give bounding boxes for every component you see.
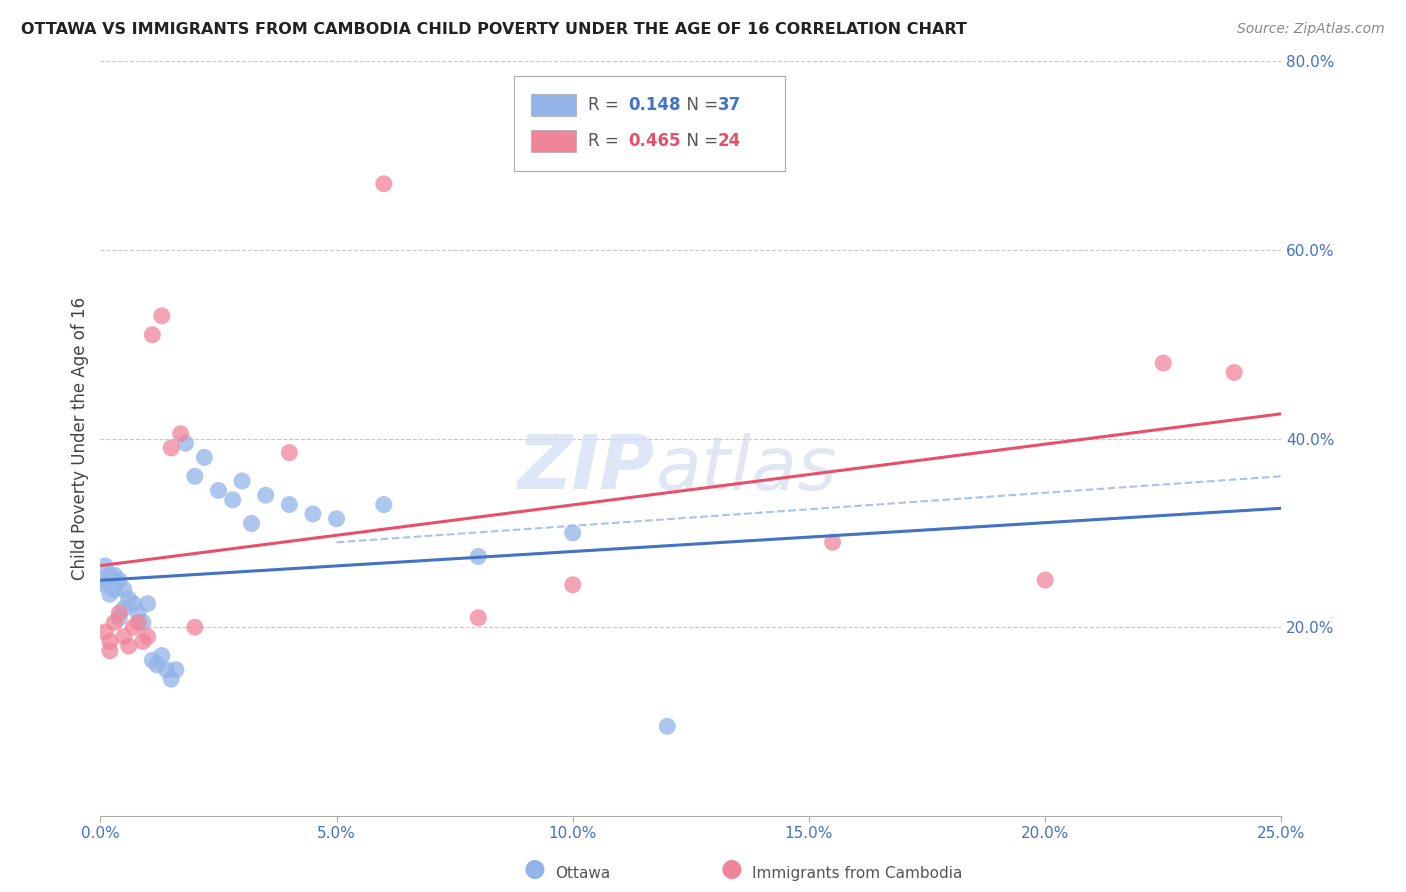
Point <box>94 578 117 592</box>
Bar <box>531 94 576 116</box>
Point <box>112 630 135 644</box>
Text: atlas: atlas <box>655 433 837 505</box>
Point <box>94 624 117 639</box>
Point <box>1223 366 1246 380</box>
Point <box>561 578 583 592</box>
Point <box>89 573 111 587</box>
Point <box>821 535 844 549</box>
Text: N =: N = <box>675 96 723 114</box>
Point <box>94 558 117 573</box>
Point <box>278 498 301 512</box>
Text: OTTAWA VS IMMIGRANTS FROM CAMBODIA CHILD POVERTY UNDER THE AGE OF 16 CORRELATION: OTTAWA VS IMMIGRANTS FROM CAMBODIA CHILD… <box>21 22 967 37</box>
Point <box>254 488 277 502</box>
Text: R =: R = <box>588 96 624 114</box>
Point <box>373 177 395 191</box>
Point <box>118 639 141 653</box>
Point <box>136 597 159 611</box>
Point <box>467 549 489 564</box>
Point <box>561 525 583 540</box>
Point <box>141 327 163 342</box>
Point <box>112 582 135 597</box>
Point <box>103 615 125 630</box>
Point <box>221 492 243 507</box>
Text: ●: ● <box>523 857 546 881</box>
Bar <box>531 130 576 153</box>
Point <box>325 512 347 526</box>
Text: R =: R = <box>588 132 624 150</box>
Point <box>146 657 169 672</box>
Point <box>169 426 191 441</box>
Point <box>467 611 489 625</box>
Text: N =: N = <box>675 132 723 150</box>
FancyBboxPatch shape <box>513 76 786 170</box>
Point <box>141 653 163 667</box>
Point <box>160 672 183 686</box>
Point <box>165 663 187 677</box>
Point <box>127 606 149 620</box>
Point <box>155 663 177 677</box>
Point <box>193 450 215 465</box>
Y-axis label: Child Poverty Under the Age of 16: Child Poverty Under the Age of 16 <box>72 297 89 580</box>
Point <box>98 634 121 648</box>
Point <box>278 445 301 459</box>
Point <box>1152 356 1174 370</box>
Point <box>103 582 125 597</box>
Point <box>373 498 395 512</box>
Text: ZIP: ZIP <box>519 433 655 505</box>
Point <box>240 516 263 531</box>
Point <box>108 611 131 625</box>
Text: ●: ● <box>720 857 742 881</box>
Point <box>122 620 145 634</box>
Point <box>302 507 325 521</box>
Point <box>150 648 173 663</box>
Point <box>657 719 679 733</box>
Text: 37: 37 <box>718 96 741 114</box>
Point <box>231 474 253 488</box>
Text: 0.465: 0.465 <box>628 132 681 150</box>
Point <box>103 568 125 582</box>
Point <box>98 587 121 601</box>
Point <box>122 597 145 611</box>
Point <box>1033 573 1056 587</box>
Point <box>160 441 183 455</box>
Point <box>132 634 155 648</box>
Point <box>174 436 197 450</box>
Text: Immigrants from Cambodia: Immigrants from Cambodia <box>752 866 963 881</box>
Point <box>184 620 207 634</box>
Text: Ottawa: Ottawa <box>555 866 610 881</box>
Point <box>127 615 149 630</box>
Point <box>132 615 155 630</box>
Point <box>98 644 121 658</box>
Point <box>207 483 229 498</box>
Point <box>150 309 173 323</box>
Point <box>112 601 135 615</box>
Point <box>118 591 141 606</box>
Point <box>98 568 121 582</box>
Point <box>108 606 131 620</box>
Point <box>108 573 131 587</box>
Text: 0.148: 0.148 <box>628 96 681 114</box>
Point <box>184 469 207 483</box>
Text: 24: 24 <box>718 132 741 150</box>
Text: Source: ZipAtlas.com: Source: ZipAtlas.com <box>1237 22 1385 37</box>
Point <box>136 630 159 644</box>
